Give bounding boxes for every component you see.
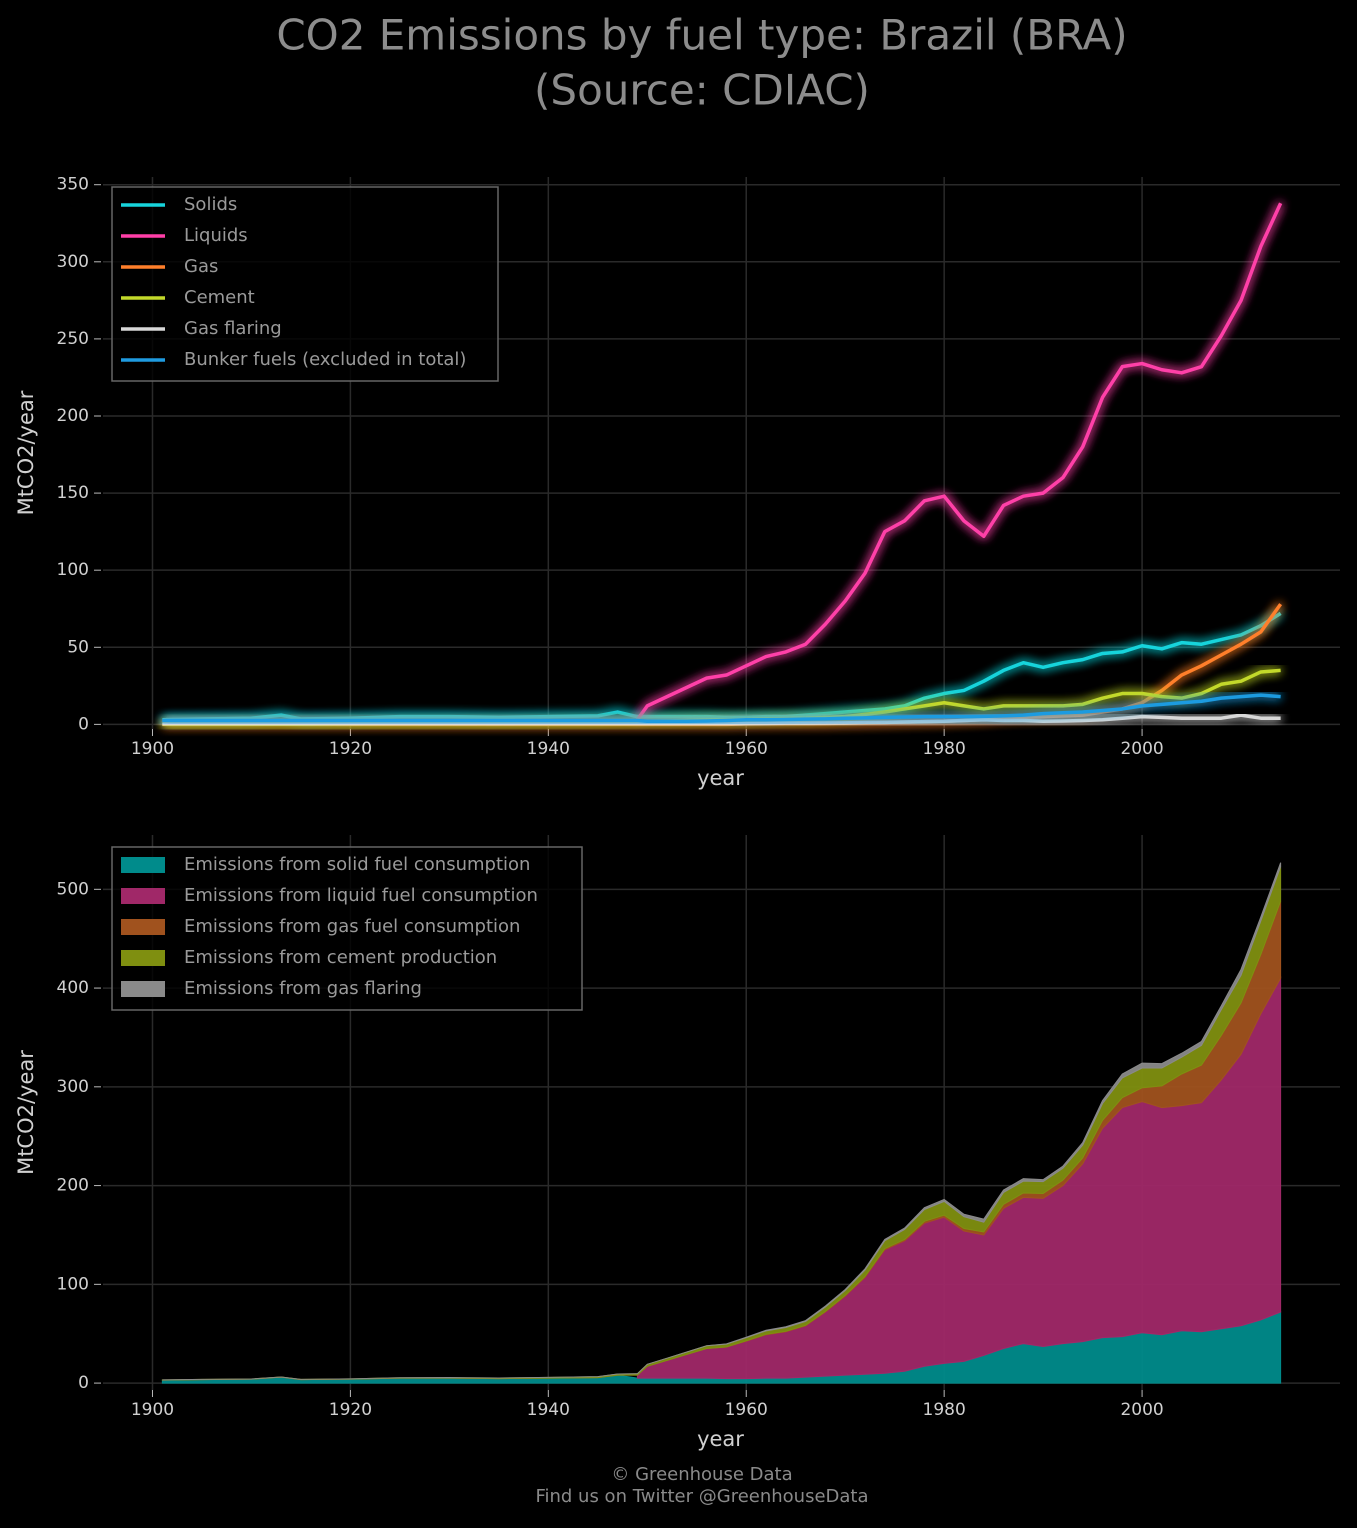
legend-swatch [121,888,165,904]
y-tick-label: 100 [57,1274,89,1294]
y-tick-label: 350 [57,175,89,195]
x-tick-label: 2000 [1120,739,1163,759]
y-tick-label: 200 [57,406,89,426]
legend-label: Emissions from liquid fuel consumption [184,885,538,906]
legend-label: Emissions from solid fuel consumption [184,854,530,875]
legend-box [111,846,583,1011]
x-tick-label: 1960 [725,1400,768,1420]
line-series [162,713,1281,727]
x-tick-label: 1900 [131,1400,174,1420]
legend-label: Emissions from cement production [184,947,497,968]
footer: © Greenhouse Data [611,1464,792,1485]
y-tick-label: 0 [78,714,89,734]
x-axis-label: year [697,1427,744,1451]
x-tick-label: 1920 [329,739,372,759]
area-series [636,976,1282,1380]
line-series [162,693,1281,724]
legend-swatch [121,950,165,966]
x-tick-label: 1940 [527,1400,570,1420]
legend-label: Solids [184,194,237,215]
y-tick-label: 250 [57,329,89,349]
legend-label: Emissions from gas fuel consumption [184,916,520,937]
x-tick-label: 1980 [923,1400,966,1420]
y-axis-label: MtCO2/year [14,390,38,515]
y-tick-label: 300 [57,1077,89,1097]
y-tick-label: 300 [57,252,89,272]
footer: Find us on Twitter @GreenhouseData [535,1486,868,1507]
line-series [635,202,1283,721]
legend-swatch [121,919,165,935]
x-tick-label: 2000 [1120,1400,1163,1420]
y-axis-label: MtCO2/year [14,1050,38,1175]
legend-label: Gas [184,256,218,277]
y-tick-label: 0 [78,1373,89,1393]
legend-swatch [121,981,165,997]
y-tick-label: 50 [67,637,89,657]
legend-label: Emissions from gas flaring [184,978,422,999]
x-axis-label: year [697,766,744,790]
y-tick-label: 500 [57,879,89,899]
x-tick-label: 1960 [725,739,768,759]
area-series [162,862,1282,1381]
line-series [162,611,1282,722]
chart-title: CO2 Emissions by fuel type: Brazil (BRA) [276,11,1127,60]
legend-label: Liquids [184,225,248,246]
legend-label: Gas flaring [184,318,282,339]
legend-swatch [121,857,165,873]
legend-label: Cement [184,287,255,308]
legend-label: Bunker fuels (excluded in total) [184,349,466,370]
y-tick-label: 400 [57,978,89,998]
line-series [162,603,1283,727]
y-tick-label: 200 [57,1176,89,1196]
legend-box [111,186,499,382]
chart-title: (Source: CDIAC) [534,66,870,115]
x-tick-label: 1900 [131,739,174,759]
x-tick-label: 1940 [527,739,570,759]
x-tick-label: 1980 [923,739,966,759]
y-tick-label: 100 [57,560,89,580]
y-tick-label: 150 [57,483,89,503]
x-tick-label: 1920 [329,1400,372,1420]
